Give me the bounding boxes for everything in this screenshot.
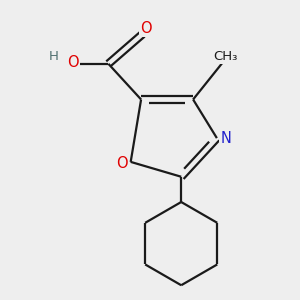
Text: CH₃: CH₃ xyxy=(214,50,238,63)
Text: O: O xyxy=(140,21,152,36)
Text: N: N xyxy=(220,130,231,146)
Text: O: O xyxy=(67,55,79,70)
Text: O: O xyxy=(116,156,128,171)
Text: H: H xyxy=(49,50,58,63)
